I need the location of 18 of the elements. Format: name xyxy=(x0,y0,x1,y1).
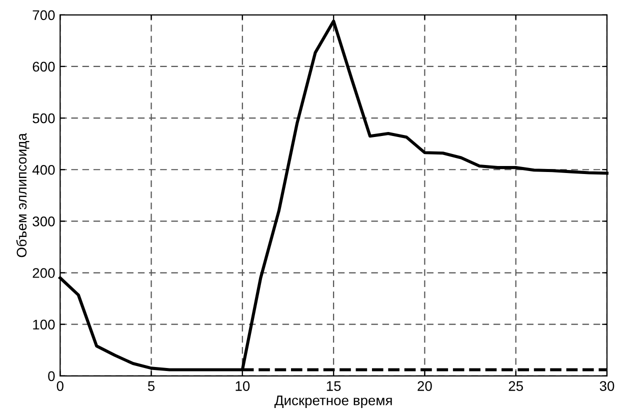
y-tick-label: 100 xyxy=(33,320,55,330)
y-tick-label: 500 xyxy=(32,113,55,124)
x-tick-label: 30 xyxy=(600,381,614,391)
y-tick-label: 0 xyxy=(48,371,55,382)
x-tick-label: 15 xyxy=(326,381,341,391)
x-tick-label: 10 xyxy=(236,381,250,391)
x-tick-label: 25 xyxy=(508,381,523,391)
x-tick-label: 20 xyxy=(418,381,432,391)
x-axis-title: Дискретное время xyxy=(274,396,392,408)
y-tick-label: 600 xyxy=(32,62,55,72)
y-tick-label: 700 xyxy=(32,10,55,20)
y-tick-label: 400 xyxy=(32,164,55,175)
y-tick-label: 200 xyxy=(32,268,55,278)
y-axis-title: Объем эллипсоида xyxy=(16,133,30,258)
x-tick-label: 5 xyxy=(148,381,155,391)
line-series xyxy=(58,20,609,372)
y-tick-label: 300 xyxy=(32,216,55,226)
x-tick-label: 0 xyxy=(56,381,64,391)
